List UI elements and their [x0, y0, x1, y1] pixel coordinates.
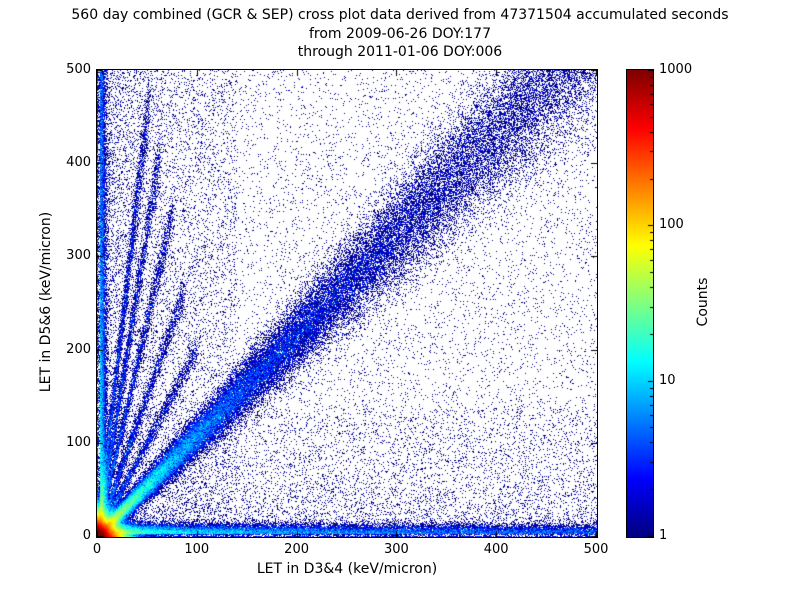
x-tick-label: 100	[184, 542, 210, 557]
colorbar-tick-label: 1000	[659, 62, 693, 77]
y-tick-label: 500	[66, 62, 91, 77]
x-tick-label: 500	[583, 542, 609, 557]
cross-plot-heatmap	[96, 69, 598, 538]
colorbar-label: Counts	[695, 277, 711, 327]
y-tick-label: 200	[66, 341, 91, 357]
x-tick-label: 400	[483, 542, 509, 557]
y-tick-label: 100	[66, 434, 91, 450]
chart-subtitle-through: through 2011-01-06 DOY:006	[297, 44, 503, 60]
x-tick-label: 200	[284, 542, 309, 557]
chart-title: 560 day combined (GCR & SEP) cross plot …	[71, 7, 729, 23]
x-axis-label: LET in D3&4 (keV/micron)	[256, 561, 438, 577]
y-axis-label: LET in D5&6 (keV/micron)	[38, 211, 54, 393]
y-tick-label: 300	[66, 248, 91, 264]
y-tick-label: 0	[82, 528, 91, 543]
chart-subtitle-from: from 2009-06-26 DOY:177	[308, 26, 491, 42]
y-tick-label: 400	[66, 155, 91, 171]
colorbar-tick-label: 10	[659, 372, 676, 388]
x-tick-label: 0	[92, 542, 102, 557]
colorbar-tick-label: 100	[659, 217, 684, 233]
colorbar-tick-label: 1	[659, 528, 668, 543]
x-tick-label: 300	[383, 542, 409, 557]
colorbar-gradient	[626, 69, 654, 538]
